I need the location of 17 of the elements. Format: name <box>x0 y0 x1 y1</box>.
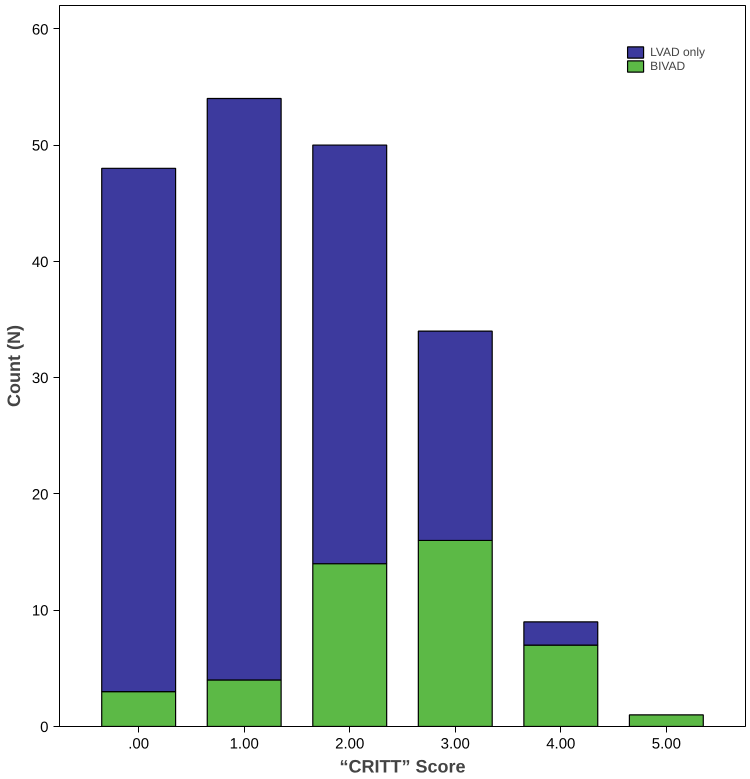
legend-label: LVAD only <box>650 45 705 59</box>
y-tick-label: 0 <box>40 719 48 736</box>
x-tick-label: 3.00 <box>440 736 470 752</box>
y-axis-title: Count (N) <box>4 325 24 407</box>
legend-label: BIVAD <box>650 59 686 73</box>
y-tick-label: 50 <box>32 138 49 155</box>
x-tick-label: 1.00 <box>230 736 259 752</box>
y-tick-label: 60 <box>32 21 49 38</box>
y-tick-label: 10 <box>32 602 49 620</box>
x-tick-label: 4.00 <box>546 736 576 752</box>
x-tick-label: 5.00 <box>652 736 681 752</box>
x-axis-title: “CRITT” Score <box>339 756 466 776</box>
y-tick-label: 40 <box>32 254 49 271</box>
y-tick-label: 20 <box>32 486 49 504</box>
x-tick-label: .00 <box>128 736 150 752</box>
x-tick-label: 2.00 <box>335 736 364 752</box>
y-tick-label: 30 <box>32 370 49 388</box>
